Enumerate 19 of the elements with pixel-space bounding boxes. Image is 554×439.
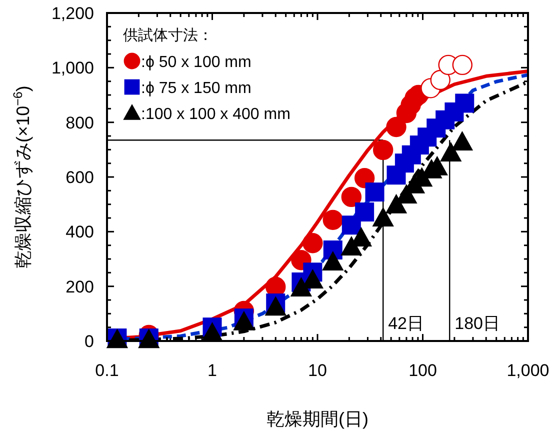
legend-title: 供試体寸法：	[123, 27, 213, 44]
legend-label: :100 x 100 x 400 mm	[141, 106, 290, 123]
y-tick-label: 200	[66, 277, 94, 296]
x-tick-label: 10	[308, 361, 327, 380]
y-tick-label: 1,000	[51, 58, 94, 78]
y-tick-label: 1,200	[51, 4, 94, 23]
x-axis-title: 乾燥期間(日)	[266, 409, 368, 429]
x-tick-label: 0.1	[95, 361, 119, 380]
ref-line-label: 42日	[388, 314, 424, 333]
ref-line-label: 180日	[454, 314, 500, 333]
x-tick-label: 1	[208, 361, 217, 380]
y-tick-label: 0	[84, 332, 94, 351]
y-tick-label: 600	[66, 168, 94, 187]
legend-label: :ϕ 75 x 150 mm	[141, 80, 252, 97]
legend-label: :ϕ 50 x 100 mm	[141, 54, 252, 71]
y-tick-label: 800	[66, 113, 94, 132]
x-tick-label: 1,000	[506, 361, 550, 380]
x-tick-label: 100	[408, 361, 437, 380]
y-tick-label: 400	[66, 222, 94, 242]
